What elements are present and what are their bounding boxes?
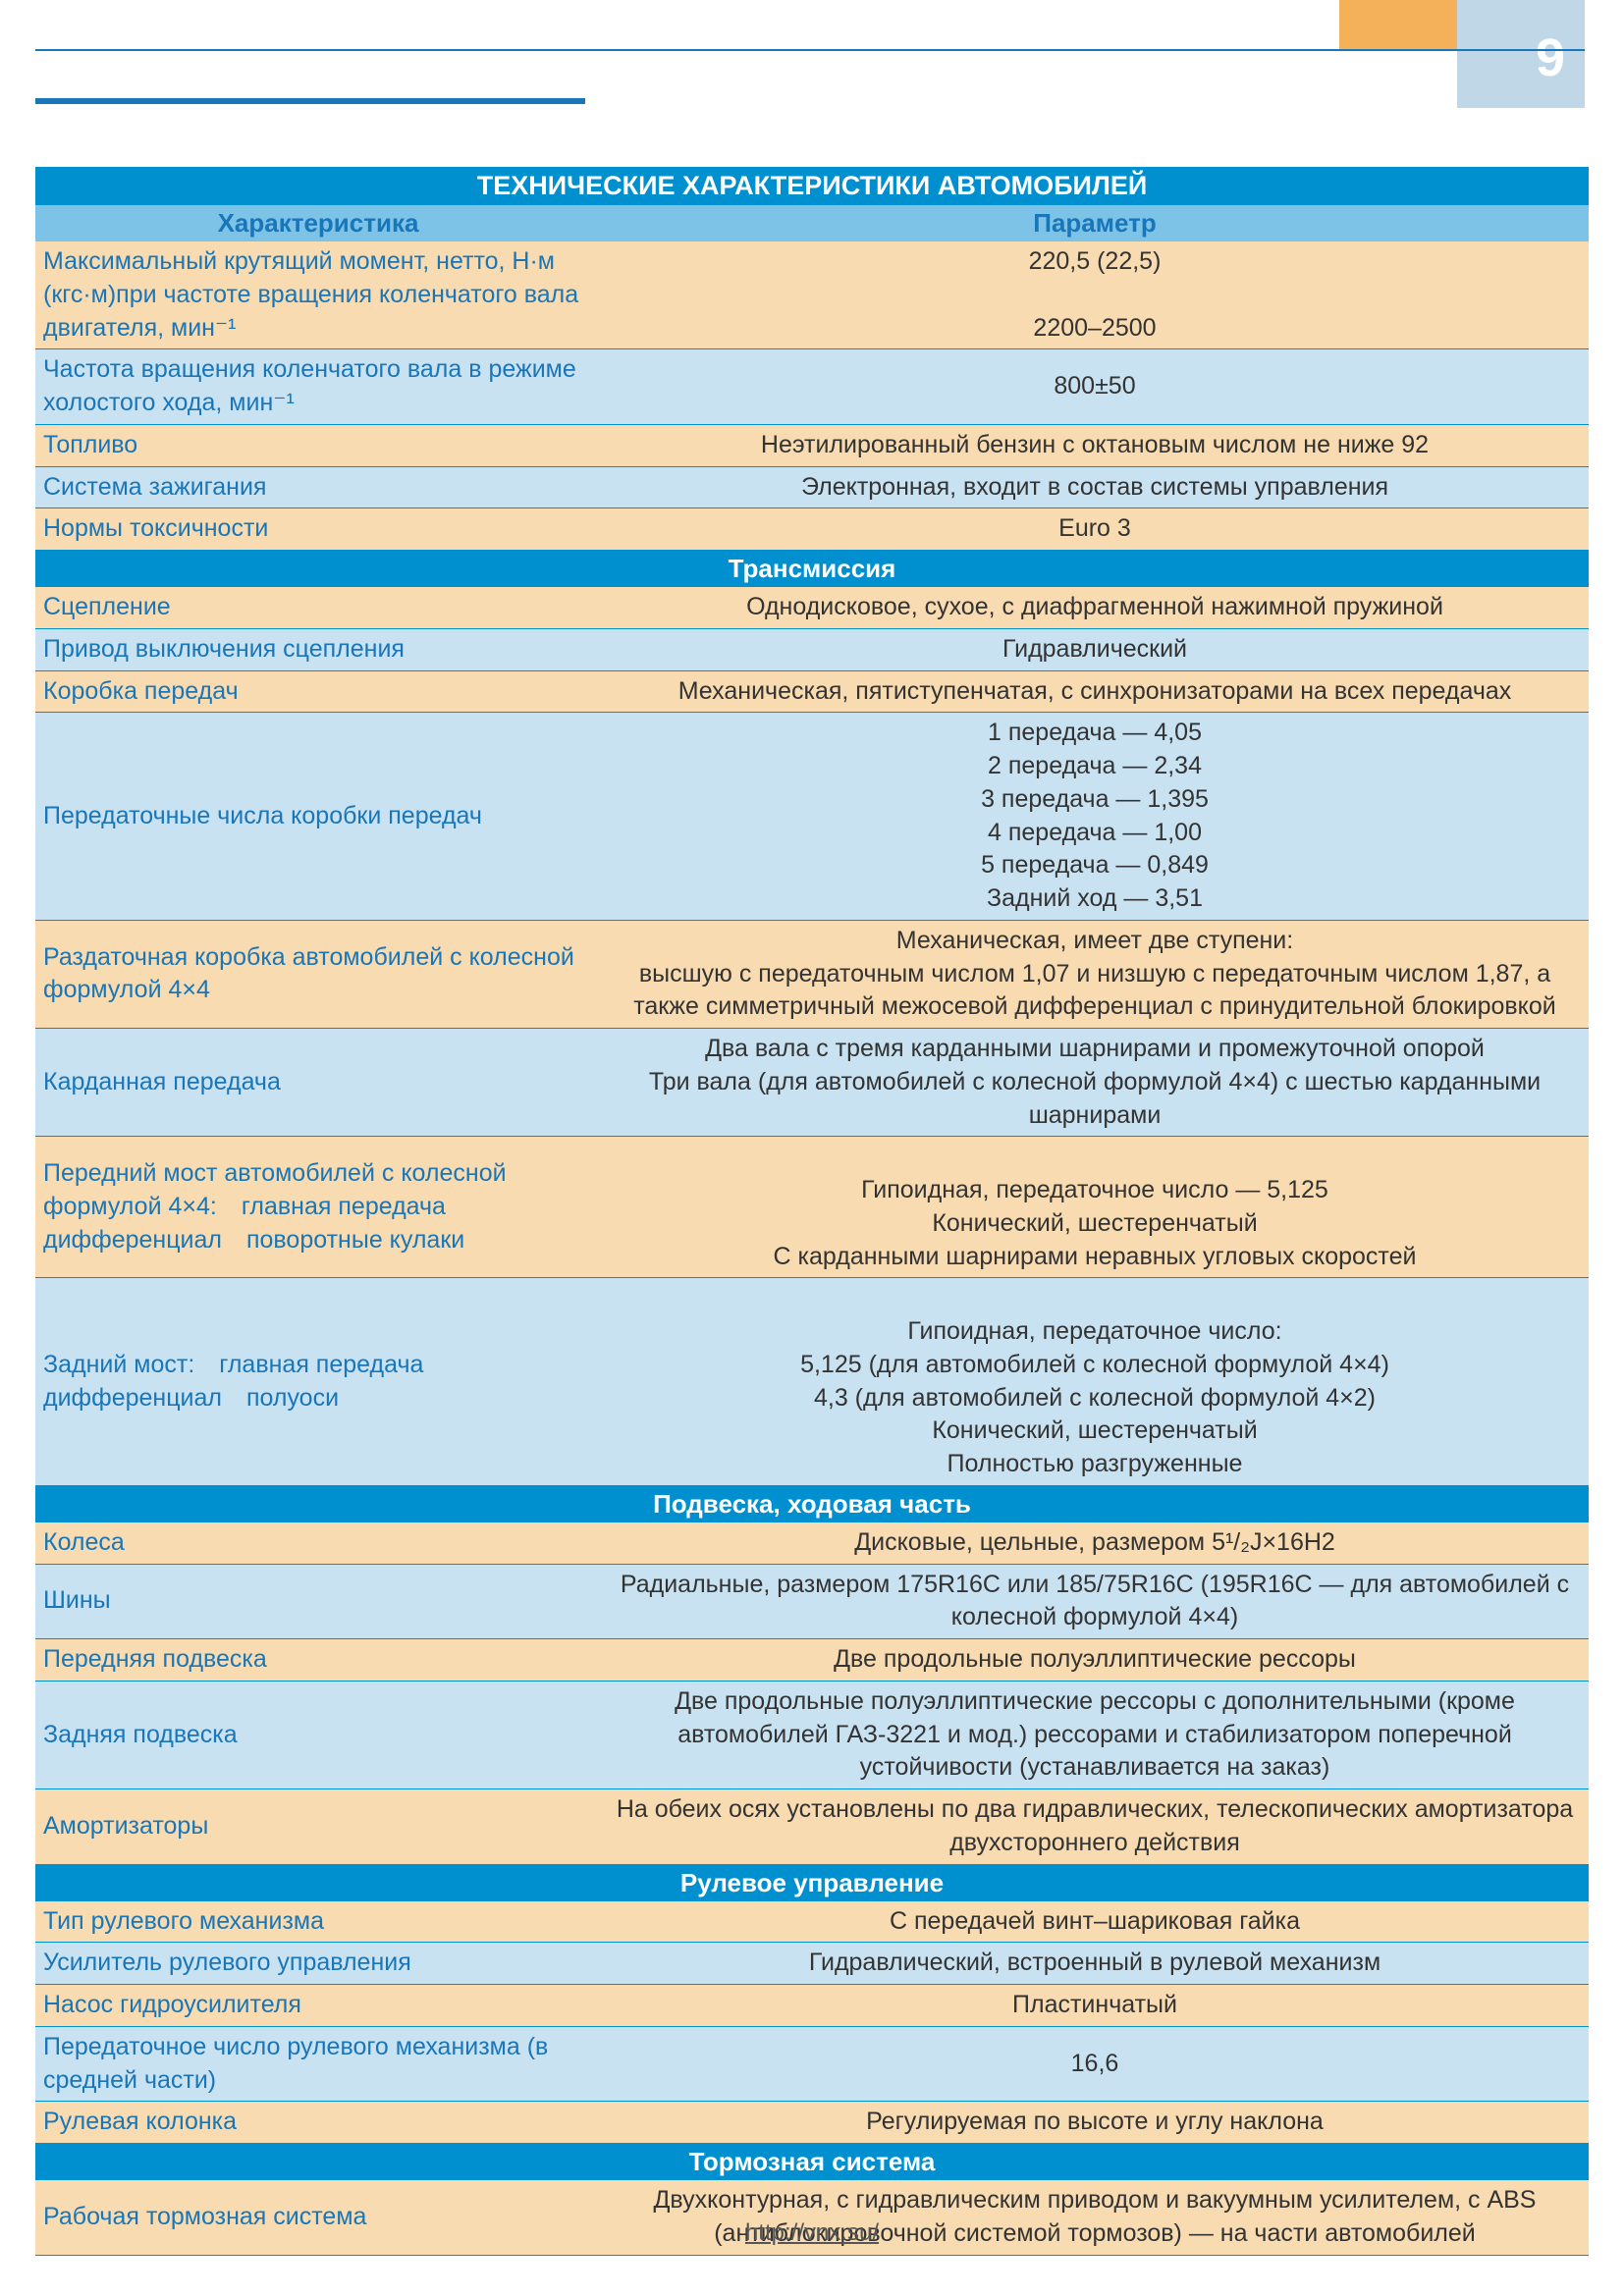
col-header-2: Параметр [601, 205, 1589, 241]
table-row: Нормы токсичностиEuro 3 [35, 508, 1589, 551]
section-header: Тормозная система [35, 2144, 1589, 2181]
row-value: Euro 3 [601, 508, 1589, 551]
section-header: Подвеска, ходовая часть [35, 1485, 1589, 1522]
spec-body: Максимальный крутящий момент, нетто, Н·м… [35, 241, 1589, 2255]
section-header-row: Тормозная система [35, 2144, 1589, 2181]
row-value: Гидравлический, встроенный в рулевой мех… [601, 1943, 1589, 1985]
row-value: На обеих осях установлены по два гидравл… [601, 1789, 1589, 1865]
table-title-row: ТЕХНИЧЕСКИЕ ХАРАКТЕРИСТИКИ АВТОМОБИЛЕЙ [35, 167, 1589, 205]
row-value: Гипоидная, передаточное число:5,125 (для… [601, 1278, 1589, 1486]
table-row: Передняя подвескаДве продольные полуэлли… [35, 1639, 1589, 1682]
row-label: Система зажигания [35, 466, 601, 508]
row-value: Пластинчатый [601, 1985, 1589, 2027]
table-row: Усилитель рулевого управленияГидравличес… [35, 1943, 1589, 1985]
table-row: Задняя подвескаДве продольные полуэллипт… [35, 1681, 1589, 1789]
row-label: Нормы токсичности [35, 508, 601, 551]
section-header: Трансмиссия [35, 551, 1589, 588]
table-row: Карданная передачаДва вала с тремя карда… [35, 1029, 1589, 1137]
row-value: 1 передача — 4,052 передача — 2,343 пере… [601, 713, 1589, 921]
row-label: Задний мост: главная передача дифференци… [35, 1278, 601, 1486]
row-value: Механическая, имеет две ступени:высшую с… [601, 920, 1589, 1028]
row-label: Передний мост автомобилей с колесной фор… [35, 1137, 601, 1278]
table-row: ТопливоНеэтилированный бензин с октановы… [35, 424, 1589, 466]
row-value: Два вала с тремя карданными шарнирами и … [601, 1029, 1589, 1137]
row-value: Однодисковое, сухое, с диафрагменной наж… [601, 587, 1589, 628]
header-accent-orange [1339, 0, 1457, 49]
row-value: Регулируемая по высоте и углу наклона [601, 2102, 1589, 2144]
row-value: Радиальные, размером 175R16C или 185/75R… [601, 1564, 1589, 1639]
row-value: Гипоидная, передаточное число — 5,125Кон… [601, 1137, 1589, 1278]
row-label: Передаточные числа коробки передач [35, 713, 601, 921]
row-label: Колеса [35, 1522, 601, 1564]
table-row: Передаточные числа коробки передач1 пере… [35, 713, 1589, 921]
table-row: Задний мост: главная передача дифференци… [35, 1278, 1589, 1486]
spec-table: ТЕХНИЧЕСКИЕ ХАРАКТЕРИСТИКИ АВТОМОБИЛЕЙ Х… [35, 167, 1589, 2256]
section-header-row: Подвеска, ходовая часть [35, 1485, 1589, 1522]
row-value: 800±50 [601, 349, 1589, 425]
row-label: Усилитель рулевого управления [35, 1943, 601, 1985]
table-row: СцеплениеОднодисковое, сухое, с диафрагм… [35, 587, 1589, 628]
table-row: Рулевая колонкаРегулируемая по высоте и … [35, 2102, 1589, 2144]
row-label: Коробка передач [35, 670, 601, 713]
row-value: 220,5 (22,5) 2200–2500 [601, 241, 1589, 349]
table-row: Система зажиганияЭлектронная, входит в с… [35, 466, 1589, 508]
row-label: Амортизаторы [35, 1789, 601, 1865]
row-value: Дисковые, цельные, размером 5¹/₂J×16H2 [601, 1522, 1589, 1564]
row-label: Сцепление [35, 587, 601, 628]
row-label: Передняя подвеска [35, 1639, 601, 1682]
content: ТЕХНИЧЕСКИЕ ХАРАКТЕРИСТИКИ АВТОМОБИЛЕЙ Х… [0, 108, 1624, 2256]
row-value: С передачей винт–шариковая гайка [601, 1901, 1589, 1943]
table-row: АмортизаторыНа обеих осях установлены по… [35, 1789, 1589, 1865]
row-label: Задняя подвеска [35, 1681, 601, 1789]
table-row: Раздаточная коробка автомобилей с колесн… [35, 920, 1589, 1028]
row-label: Максимальный крутящий момент, нетто, Н·м… [35, 241, 601, 349]
section-header-row: Трансмиссия [35, 551, 1589, 588]
row-label: Привод выключения сцепления [35, 628, 601, 670]
section-header-row: Рулевое управление [35, 1864, 1589, 1901]
row-label: Рулевая колонка [35, 2102, 601, 2144]
page-number: 9 [1536, 27, 1565, 88]
row-label: Частота вращения коленчатого вала в режи… [35, 349, 601, 425]
table-row: Коробка передачМеханическая, пятиступенч… [35, 670, 1589, 713]
table-title: ТЕХНИЧЕСКИЕ ХАРАКТЕРИСТИКИ АВТОМОБИЛЕЙ [35, 167, 1589, 205]
row-value: Две продольные полуэллиптические рессоры [601, 1639, 1589, 1682]
row-value: Гидравлический [601, 628, 1589, 670]
row-value: 16,6 [601, 2026, 1589, 2102]
table-row: Передний мост автомобилей с колесной фор… [35, 1137, 1589, 1278]
section-header: Рулевое управление [35, 1864, 1589, 1901]
table-row: ШиныРадиальные, размером 175R16C или 185… [35, 1564, 1589, 1639]
row-label: Передаточное число рулевого механизма (в… [35, 2026, 601, 2102]
table-row: Передаточное число рулевого механизма (в… [35, 2026, 1589, 2102]
table-row: Максимальный крутящий момент, нетто, Н·м… [35, 241, 1589, 349]
row-label: Тип рулевого механизма [35, 1901, 601, 1943]
table-row: Частота вращения коленчатого вала в режи… [35, 349, 1589, 425]
table-row: Тип рулевого механизмаС передачей винт–ш… [35, 1901, 1589, 1943]
row-label: Раздаточная коробка автомобилей с колесн… [35, 920, 601, 1028]
row-label: Шины [35, 1564, 601, 1639]
page: 9 ТЕХНИЧЕСКИЕ ХАРАКТЕРИСТИКИ АВТОМОБИЛЕЙ… [0, 0, 1624, 2296]
row-label: Топливо [35, 424, 601, 466]
col-header-1: Характеристика [35, 205, 601, 241]
table-row: КолесаДисковые, цельные, размером 5¹/₂J×… [35, 1522, 1589, 1564]
page-header: 9 [0, 0, 1624, 108]
table-row: Привод выключения сцепленияГидравлически… [35, 628, 1589, 670]
header-rule-bottom [35, 98, 585, 104]
table-row: Насос гидроусилителяПластинчатый [35, 1985, 1589, 2027]
row-value: Неэтилированный бензин с октановым число… [601, 424, 1589, 466]
header-rule-top [35, 49, 1585, 51]
footer-link[interactable]: http://vnx.su/ [0, 2219, 1624, 2247]
row-value: Электронная, входит в состав системы упр… [601, 466, 1589, 508]
row-label: Карданная передача [35, 1029, 601, 1137]
row-value: Механическая, пятиступенчатая, с синхрон… [601, 670, 1589, 713]
row-label: Насос гидроусилителя [35, 1985, 601, 2027]
header-accent-blue [1457, 0, 1585, 108]
table-header-row: Характеристика Параметр [35, 205, 1589, 241]
row-value: Две продольные полуэллиптические рессоры… [601, 1681, 1589, 1789]
